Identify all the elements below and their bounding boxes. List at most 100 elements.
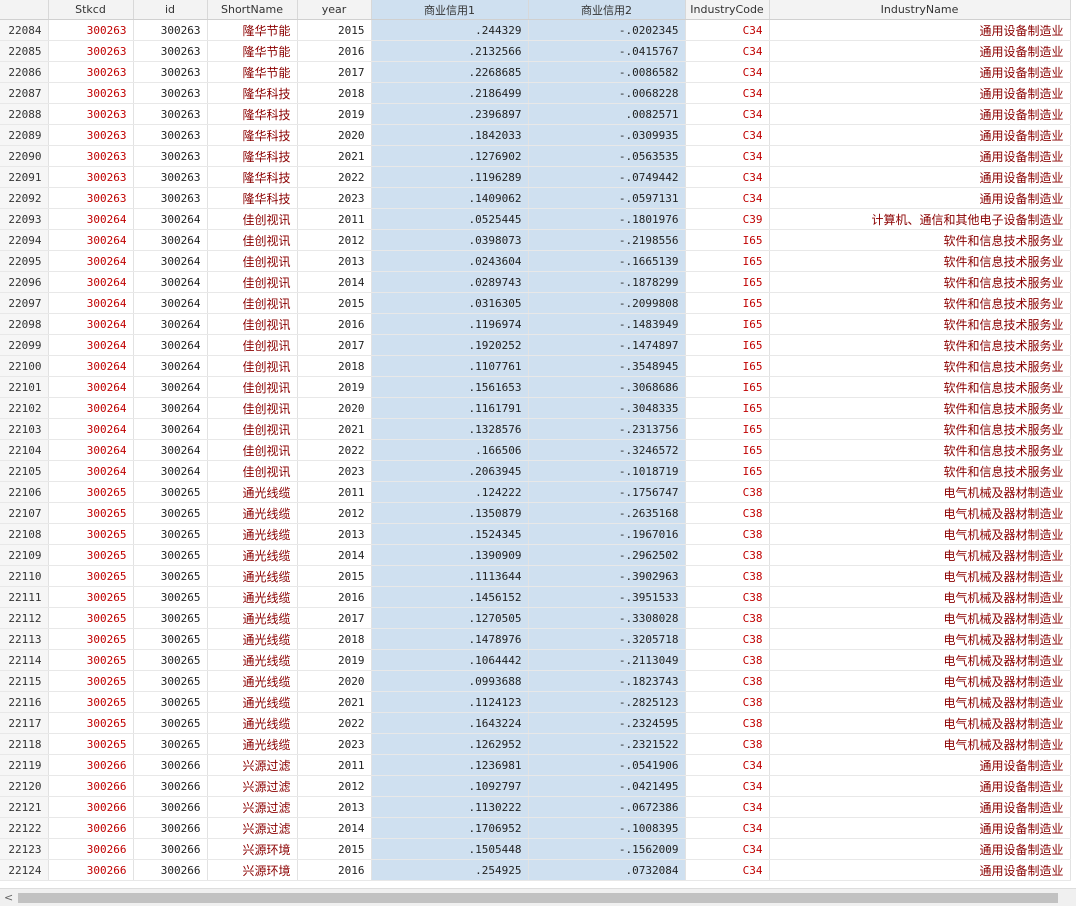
stkcd-cell[interactable]: 300264 bbox=[48, 271, 134, 293]
short-name-cell[interactable]: 兴源过滤 bbox=[207, 775, 298, 797]
column-header[interactable]: ShortName bbox=[207, 0, 298, 20]
credit1-cell[interactable]: .2186499 bbox=[371, 82, 529, 104]
industry-name-cell[interactable]: 电气机械及器材制造业 bbox=[769, 502, 1071, 524]
row-number[interactable]: 22098 bbox=[0, 313, 49, 335]
industry-name-cell[interactable]: 电气机械及器材制造业 bbox=[769, 733, 1071, 755]
industry-code-cell[interactable]: C34 bbox=[685, 817, 770, 839]
row-number[interactable]: 22112 bbox=[0, 607, 49, 629]
credit1-cell[interactable]: .166506 bbox=[371, 439, 529, 461]
industry-code-cell[interactable]: C34 bbox=[685, 145, 770, 167]
column-header[interactable]: 商业信用2 bbox=[528, 0, 686, 20]
credit2-cell[interactable]: -.0563535 bbox=[528, 145, 686, 167]
industry-code-cell[interactable]: C34 bbox=[685, 775, 770, 797]
credit1-cell[interactable]: .1196289 bbox=[371, 166, 529, 188]
credit1-cell[interactable]: .2268685 bbox=[371, 61, 529, 83]
id-cell[interactable]: 300264 bbox=[133, 376, 208, 398]
column-header[interactable]: IndustryCode bbox=[685, 0, 770, 20]
id-cell[interactable]: 300265 bbox=[133, 586, 208, 608]
row-number[interactable]: 22091 bbox=[0, 166, 49, 188]
stkcd-cell[interactable]: 300265 bbox=[48, 628, 134, 650]
row-number[interactable]: 22121 bbox=[0, 796, 49, 818]
stkcd-cell[interactable]: 300264 bbox=[48, 313, 134, 335]
short-name-cell[interactable]: 佳创视讯 bbox=[207, 208, 298, 230]
stkcd-cell[interactable]: 300263 bbox=[48, 187, 134, 209]
credit2-cell[interactable]: -.3246572 bbox=[528, 439, 686, 461]
credit1-cell[interactable]: .1561653 bbox=[371, 376, 529, 398]
industry-code-cell[interactable]: I65 bbox=[685, 355, 770, 377]
industry-name-cell[interactable]: 电气机械及器材制造业 bbox=[769, 691, 1071, 713]
industry-code-cell[interactable]: C34 bbox=[685, 166, 770, 188]
row-number[interactable]: 22088 bbox=[0, 103, 49, 125]
industry-name-cell[interactable]: 计算机、通信和其他电子设备制造业 bbox=[769, 208, 1071, 230]
credit1-cell[interactable]: .1124123 bbox=[371, 691, 529, 713]
short-name-cell[interactable]: 兴源环境 bbox=[207, 859, 298, 881]
row-number[interactable]: 22092 bbox=[0, 187, 49, 209]
industry-code-cell[interactable]: C38 bbox=[685, 523, 770, 545]
credit2-cell[interactable]: -.2321522 bbox=[528, 733, 686, 755]
industry-name-cell[interactable]: 通用设备制造业 bbox=[769, 103, 1071, 125]
id-cell[interactable]: 300264 bbox=[133, 355, 208, 377]
credit2-cell[interactable]: -.0749442 bbox=[528, 166, 686, 188]
credit2-cell[interactable]: -.1008395 bbox=[528, 817, 686, 839]
credit1-cell[interactable]: .2063945 bbox=[371, 460, 529, 482]
year-cell[interactable]: 2021 bbox=[297, 418, 372, 440]
industry-code-cell[interactable]: C38 bbox=[685, 628, 770, 650]
industry-name-cell[interactable]: 电气机械及器材制造业 bbox=[769, 586, 1071, 608]
year-cell[interactable]: 2012 bbox=[297, 775, 372, 797]
id-cell[interactable]: 300265 bbox=[133, 649, 208, 671]
industry-code-cell[interactable]: C34 bbox=[685, 82, 770, 104]
stkcd-cell[interactable]: 300266 bbox=[48, 859, 134, 881]
credit1-cell[interactable]: .1276902 bbox=[371, 145, 529, 167]
year-cell[interactable]: 2022 bbox=[297, 439, 372, 461]
short-name-cell[interactable]: 隆华科技 bbox=[207, 166, 298, 188]
id-cell[interactable]: 300264 bbox=[133, 460, 208, 482]
short-name-cell[interactable]: 通光线缆 bbox=[207, 481, 298, 503]
id-cell[interactable]: 300263 bbox=[133, 145, 208, 167]
industry-code-cell[interactable]: I65 bbox=[685, 397, 770, 419]
industry-name-cell[interactable]: 电气机械及器材制造业 bbox=[769, 607, 1071, 629]
row-number[interactable]: 22106 bbox=[0, 481, 49, 503]
id-cell[interactable]: 300266 bbox=[133, 817, 208, 839]
credit1-cell[interactable]: .1409062 bbox=[371, 187, 529, 209]
stkcd-cell[interactable]: 300265 bbox=[48, 607, 134, 629]
row-number[interactable]: 22103 bbox=[0, 418, 49, 440]
industry-name-cell[interactable]: 通用设备制造业 bbox=[769, 82, 1071, 104]
industry-code-cell[interactable]: I65 bbox=[685, 271, 770, 293]
row-number[interactable]: 22115 bbox=[0, 670, 49, 692]
id-cell[interactable]: 300264 bbox=[133, 208, 208, 230]
short-name-cell[interactable]: 佳创视讯 bbox=[207, 229, 298, 251]
credit1-cell[interactable]: .1107761 bbox=[371, 355, 529, 377]
stkcd-cell[interactable]: 300266 bbox=[48, 796, 134, 818]
id-cell[interactable]: 300264 bbox=[133, 271, 208, 293]
short-name-cell[interactable]: 隆华节能 bbox=[207, 19, 298, 41]
year-cell[interactable]: 2020 bbox=[297, 397, 372, 419]
industry-name-cell[interactable]: 软件和信息技术服务业 bbox=[769, 334, 1071, 356]
short-name-cell[interactable]: 隆华科技 bbox=[207, 145, 298, 167]
credit2-cell[interactable]: -.2324595 bbox=[528, 712, 686, 734]
industry-code-cell[interactable]: C38 bbox=[685, 712, 770, 734]
row-number[interactable]: 22085 bbox=[0, 40, 49, 62]
id-cell[interactable]: 300265 bbox=[133, 670, 208, 692]
industry-code-cell[interactable]: I65 bbox=[685, 229, 770, 251]
short-name-cell[interactable]: 通光线缆 bbox=[207, 586, 298, 608]
column-header[interactable]: Stkcd bbox=[48, 0, 134, 20]
industry-name-cell[interactable]: 通用设备制造业 bbox=[769, 40, 1071, 62]
row-number[interactable]: 22123 bbox=[0, 838, 49, 860]
industry-code-cell[interactable]: I65 bbox=[685, 439, 770, 461]
industry-code-cell[interactable]: I65 bbox=[685, 376, 770, 398]
row-number[interactable]: 22117 bbox=[0, 712, 49, 734]
year-cell[interactable]: 2013 bbox=[297, 796, 372, 818]
short-name-cell[interactable]: 隆华科技 bbox=[207, 187, 298, 209]
credit1-cell[interactable]: .1524345 bbox=[371, 523, 529, 545]
year-cell[interactable]: 2011 bbox=[297, 754, 372, 776]
industry-name-cell[interactable]: 通用设备制造业 bbox=[769, 124, 1071, 146]
id-cell[interactable]: 300264 bbox=[133, 250, 208, 272]
year-cell[interactable]: 2016 bbox=[297, 40, 372, 62]
id-cell[interactable]: 300265 bbox=[133, 733, 208, 755]
industry-name-cell[interactable]: 通用设备制造业 bbox=[769, 166, 1071, 188]
row-number[interactable]: 22094 bbox=[0, 229, 49, 251]
short-name-cell[interactable]: 隆华节能 bbox=[207, 40, 298, 62]
year-cell[interactable]: 2017 bbox=[297, 607, 372, 629]
stkcd-cell[interactable]: 300265 bbox=[48, 523, 134, 545]
stkcd-cell[interactable]: 300263 bbox=[48, 124, 134, 146]
